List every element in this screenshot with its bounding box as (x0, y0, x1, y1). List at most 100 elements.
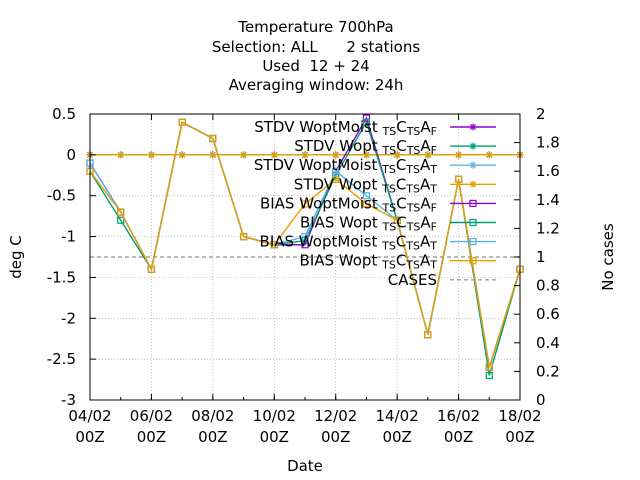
y-tick-label: -3 (61, 391, 76, 409)
title-line-4: Averaging window: 24h (229, 76, 404, 94)
legend-subscript: TS (405, 240, 420, 253)
axis-ticks: 04/02 00Z 06/02 00Z 08/02 00Z 10/02 00Z 12/02 00Z… (47, 105, 560, 446)
legend-text: A (420, 156, 431, 174)
data-point (270, 151, 278, 159)
legend-item: STDV Wopt TSCTSAF (294, 137, 496, 157)
legend-subscript: TS (382, 202, 397, 215)
legend-text: C (396, 137, 406, 155)
x-tick-label: 16/02 (437, 407, 480, 425)
legend-text: STDV Wopt (294, 137, 382, 155)
legend-swatch-marker (469, 218, 477, 227)
legend-swatch-marker (469, 142, 477, 150)
x-tick-label-time: 00Z (444, 428, 473, 446)
legend-text: STDV WoptMoist (254, 118, 382, 136)
title-line-2: Selection: ALL 2 stations (212, 38, 420, 56)
legend-text: A (420, 194, 431, 212)
legend-subscript: TS (382, 221, 397, 234)
legend-item: STDV Wopt TSCTSAT (294, 175, 496, 196)
y-tick-label: -2.5 (47, 350, 76, 368)
legend-text: A (420, 214, 431, 232)
legend-swatch-marker (469, 161, 477, 169)
data-point (362, 192, 371, 200)
y2-tick-label: 0.4 (536, 334, 560, 352)
y2-tick-label: 1.2 (536, 219, 560, 237)
data-point (424, 151, 432, 159)
data-point (270, 241, 278, 249)
legend-text: A (420, 252, 431, 270)
y-axis-label: deg C (7, 235, 25, 279)
legend-swatch-marker (469, 180, 477, 188)
legend-subscript: TS (381, 240, 396, 253)
legend-subscript: T (429, 183, 437, 196)
x-tick-label: 14/02 (376, 407, 419, 425)
title-line-1: Temperature 700hPa (237, 18, 394, 36)
legend-item: BIAS Wopt TSCTSAT (300, 252, 496, 272)
legend-text: C (396, 156, 406, 174)
data-point (147, 151, 155, 159)
data-point (301, 200, 309, 208)
y2-tick-label: 0 (536, 391, 546, 409)
y2-tick-label: 0.8 (536, 277, 560, 295)
y-tick-label: 0 (66, 146, 76, 164)
legend-text: C (396, 118, 406, 136)
legend-text: A (420, 118, 431, 136)
data-point (362, 200, 371, 208)
legend-text: BIAS WoptMoist (260, 194, 383, 212)
legend-subscript: TS (381, 163, 396, 176)
y-tick-label: 0.5 (52, 105, 76, 123)
legend-text: A (420, 137, 431, 155)
legend-text: C (396, 175, 406, 193)
legend-label: STDV Wopt TSCTSAT (294, 175, 437, 195)
data-point (209, 134, 217, 143)
x-tick-label: 08/02 (191, 407, 234, 425)
x-tick-label: 12/02 (314, 407, 357, 425)
data-point (178, 118, 186, 126)
data-point (393, 216, 401, 224)
legend-swatch-marker (469, 257, 477, 265)
x-tick-label-time: 00Z (321, 428, 350, 446)
legend-subscript: TS (405, 163, 420, 176)
data-point (117, 208, 125, 216)
legend-subscript: F (431, 144, 437, 157)
legend-subscript: TS (382, 144, 397, 157)
y-tick-label: -0.5 (47, 187, 76, 205)
data-point (454, 175, 463, 183)
x-tick-label-time: 00Z (505, 428, 534, 446)
legend-text: STDV WoptMoist (254, 156, 382, 174)
legend-item: STDV WoptMoist TSCTSAF (254, 118, 496, 138)
legend-text: C (396, 233, 406, 251)
x-tick-label: 04/02 (68, 407, 111, 425)
legend-subscript: TS (381, 183, 396, 196)
data-point (301, 151, 309, 159)
data-point (301, 241, 309, 249)
legend-item: STDV WoptMoist TSCTSAT (254, 156, 496, 176)
legend-item: BIAS WoptMoist TSCTSAT (260, 233, 496, 253)
legend-text: BIAS WoptMoist (260, 233, 383, 251)
legend-subscript: F (431, 221, 437, 234)
data-point (332, 151, 340, 159)
legend-subscript: T (429, 240, 437, 253)
legend-text: C (396, 194, 406, 212)
data-point (178, 151, 186, 159)
y-tick-label: -1.5 (47, 268, 76, 286)
data-point (424, 331, 432, 339)
legend-label: BIAS WoptMoist TSCTSAF (260, 194, 437, 214)
y-tick-label: -1 (61, 228, 76, 246)
legend-subscript: T (429, 163, 437, 176)
title-line-3: Used 12 + 24 (262, 57, 369, 75)
legend-item: BIAS Wopt TSCTSAF (300, 214, 496, 234)
legend-label: BIAS Wopt TSCTSAF (300, 214, 437, 234)
legend-swatch-marker (469, 199, 477, 207)
series-line (89, 121, 521, 368)
y-tick-label: -2 (61, 309, 76, 327)
x-tick-label-time: 00Z (75, 428, 104, 446)
data-point (332, 175, 340, 183)
y2-tick-label: 0.2 (536, 362, 560, 380)
x-tick-label-time: 00Z (137, 428, 166, 446)
legend-subscript: TS (406, 202, 421, 215)
data-point (393, 151, 401, 159)
legend-subscript: TS (405, 259, 420, 272)
y2-tick-label: 1.6 (536, 162, 560, 180)
data-point (209, 151, 217, 159)
